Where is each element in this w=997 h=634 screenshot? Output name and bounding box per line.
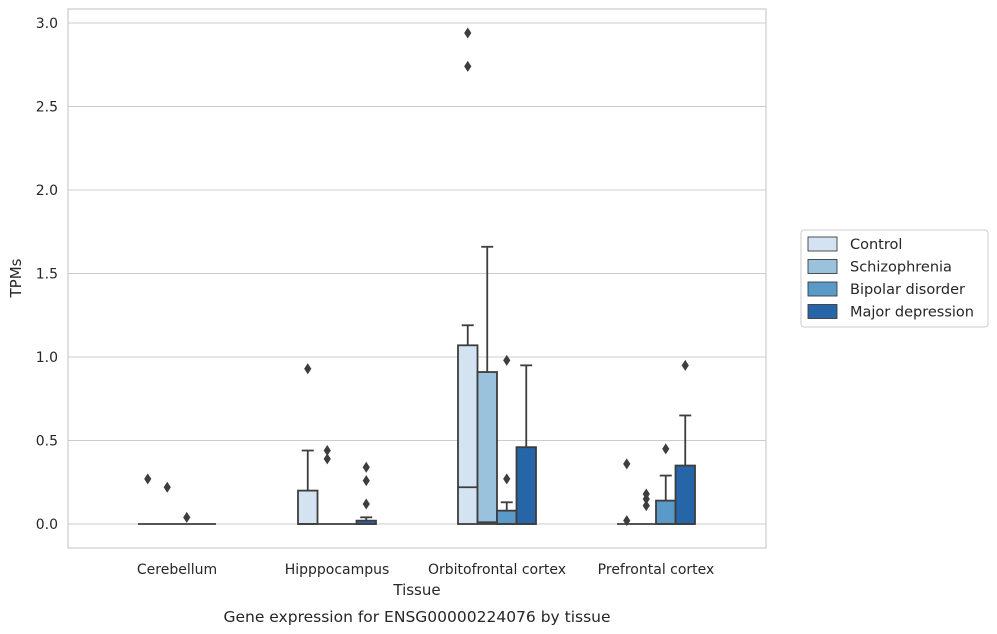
outlier-point — [323, 453, 331, 465]
box-bipolar-disorder — [655, 443, 677, 525]
outlier-point — [144, 473, 152, 485]
box — [674, 464, 696, 525]
chart-caption: Gene expression for ENSG00000224076 by t… — [223, 608, 610, 626]
y-tick-label: 0.5 — [36, 434, 58, 450]
legend-swatch — [807, 259, 838, 274]
outlier-point — [362, 475, 370, 487]
y-tick-label: 1.0 — [36, 350, 58, 366]
x-tick-label: Orbitofrontal cortex — [428, 562, 566, 578]
x-axis-label: Tissue — [392, 581, 440, 599]
box — [297, 489, 319, 525]
legend-swatch — [807, 281, 838, 297]
legend: Control Schizophrenia Bipolar disorder Majo… — [800, 229, 989, 328]
outlier-point — [642, 488, 650, 500]
legend-label: Major depression — [850, 305, 974, 321]
outlier-point — [503, 354, 511, 366]
outlier-point — [503, 473, 511, 485]
y-tick-label: 1.5 — [36, 267, 58, 283]
box-bipolar-disorder — [496, 354, 518, 525]
box — [655, 499, 677, 525]
box-series — [138, 27, 696, 527]
box-schizophrenia — [317, 445, 337, 525]
box-bipolar-disorder — [177, 511, 197, 525]
y-axis-ticks: 0.0 0.5 1.0 1.5 2.0 2.5 3.0 — [36, 16, 58, 533]
box-control — [297, 363, 319, 525]
outlier-point — [464, 60, 472, 72]
outlier-point — [304, 363, 312, 375]
outlier-point — [183, 511, 191, 523]
x-tick-label: Hipppocampus — [285, 562, 390, 578]
box-schizophrenia — [476, 245, 498, 525]
y-tick-label: 2.0 — [36, 183, 58, 199]
outlier-point — [362, 461, 370, 473]
gridlines — [68, 22, 766, 525]
box-major-depression — [674, 359, 696, 525]
outlier-point — [323, 445, 331, 457]
legend-label: Control — [850, 237, 902, 253]
box — [515, 446, 537, 525]
legend-label: Bipolar disorder — [850, 282, 965, 298]
outlier-point — [662, 443, 670, 455]
y-tick-label: 2.5 — [36, 100, 58, 116]
outlier-point — [623, 515, 631, 527]
y-tick-label: 0.0 — [36, 517, 58, 533]
x-tick-label: Prefrontal cortex — [598, 562, 715, 578]
y-tick-label: 3.0 — [36, 16, 58, 32]
outlier-point — [623, 458, 631, 470]
box-major-depression — [515, 364, 537, 525]
legend-swatch — [807, 304, 838, 319]
outlier-point — [464, 27, 472, 39]
outlier-point — [362, 498, 370, 510]
box — [476, 371, 498, 525]
plot-area — [67, 8, 767, 549]
x-axis-ticks: Cerebellum Hipppocampus Orbitofrontal cort… — [137, 562, 714, 578]
outlier-point — [681, 359, 689, 371]
box — [496, 509, 518, 525]
legend-swatch — [807, 236, 838, 252]
legend-label: Schizophrenia — [850, 260, 952, 276]
box-control — [617, 458, 637, 527]
box-major-depression — [355, 461, 377, 525]
box-schizophrenia — [636, 488, 656, 525]
box-schizophrenia — [157, 481, 177, 525]
x-tick-label: Cerebellum — [137, 562, 217, 578]
outlier-point — [163, 481, 171, 493]
outlier-point — [642, 500, 650, 512]
legend-frame — [800, 229, 989, 328]
y-axis-label: TPMs — [7, 258, 25, 298]
box — [457, 344, 479, 525]
box-control — [138, 473, 158, 525]
